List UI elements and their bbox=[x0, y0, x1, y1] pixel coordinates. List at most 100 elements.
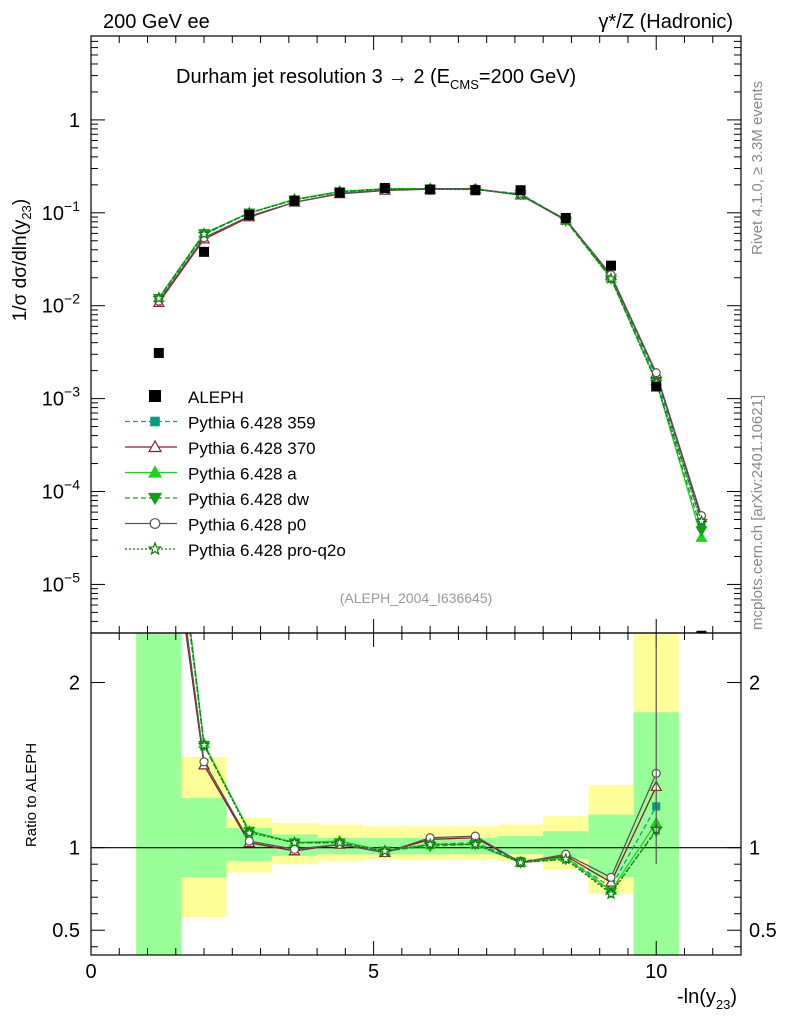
aleph-data-point bbox=[244, 209, 255, 220]
ratio-series-5-point bbox=[154, 364, 164, 373]
ratio-series-line-0 bbox=[189, 633, 657, 889]
ratio-series-5-point bbox=[468, 837, 482, 850]
main-series-group bbox=[152, 182, 708, 633]
main-y-axis-label: 1/σ dσ/dln(y23) bbox=[10, 199, 34, 321]
main-ytick-exponent: −1 bbox=[64, 198, 80, 214]
ratio-series-line-1 bbox=[185, 633, 657, 884]
main-ytick-exponent: −3 bbox=[64, 384, 80, 400]
main-ytick-mantissa: 10 bbox=[42, 203, 64, 225]
aleph-data-point bbox=[470, 185, 481, 196]
ratio-series-5-point bbox=[559, 852, 573, 865]
aleph-data-point bbox=[334, 187, 345, 198]
legend-marker-5 bbox=[147, 541, 163, 556]
main-ytick-mantissa: 10 bbox=[42, 296, 64, 318]
aleph-data-point bbox=[651, 381, 662, 392]
legend-label-3: Pythia 6.428 dw bbox=[188, 490, 310, 509]
ratio-ytick-label-left-1: 1 bbox=[69, 838, 80, 860]
legend-label-1: Pythia 6.428 370 bbox=[188, 439, 316, 458]
ratio-y-axis-label: Ratio to ALEPH bbox=[23, 743, 40, 847]
legend-marker-4 bbox=[149, 518, 161, 529]
main-series-4-point bbox=[651, 368, 661, 378]
ratio-ytick-label-left-2: 2 bbox=[69, 673, 80, 695]
chart-title-tail-b: =200 GeV) bbox=[479, 66, 576, 88]
aleph-data-point bbox=[153, 347, 164, 358]
main-ytick-label-5: 10−5 bbox=[42, 569, 80, 596]
legend-marker-2 bbox=[147, 465, 163, 478]
main-ytick-label-3: 10−3 bbox=[42, 384, 80, 411]
ratio-series-1-point bbox=[154, 430, 164, 439]
main-ytick-mantissa: 10 bbox=[42, 574, 64, 596]
ratio-ytick-label-left-0: 0.5 bbox=[52, 920, 80, 942]
analysis-watermark: (ALEPH_2004_I636645) bbox=[340, 590, 493, 606]
aleph-data-point bbox=[379, 182, 390, 193]
legend-aleph-marker bbox=[149, 390, 161, 402]
aleph-data-point bbox=[515, 185, 526, 196]
x-label-text: -ln(y bbox=[677, 986, 716, 1008]
main-ytick-exponent: −2 bbox=[64, 291, 80, 307]
main-ytick-mantissa: 1 bbox=[69, 110, 80, 132]
ratio-plot-frame bbox=[90, 632, 742, 956]
legend-marker-3 bbox=[147, 492, 163, 506]
ratio-xtick-label-1: 5 bbox=[368, 961, 379, 983]
chart-title-sub: CMS bbox=[450, 77, 479, 92]
aleph-data-point bbox=[425, 184, 436, 195]
main-series-5-point bbox=[152, 291, 166, 304]
aleph-data-point bbox=[289, 195, 300, 206]
aleph-data-point bbox=[199, 246, 210, 257]
header-left-label: 200 GeV ee bbox=[103, 11, 210, 33]
legend-label-4: Pythia 6.428 p0 bbox=[188, 516, 306, 535]
main-series-5-point bbox=[604, 271, 618, 284]
ratio-series-4-point bbox=[244, 836, 254, 846]
ratio-series-5-point bbox=[197, 738, 211, 751]
aleph-data-point bbox=[696, 630, 707, 633]
x-label-close: ) bbox=[730, 986, 737, 1008]
band-green-1 bbox=[181, 798, 227, 878]
ratio-series-0-point bbox=[155, 382, 162, 389]
main-y-label-sub: 23 bbox=[19, 205, 34, 219]
legend: ALEPH Pythia 6.428 359 Pythia 6.428 370 Pyt… bbox=[125, 388, 346, 560]
legend-label-0: Pythia 6.428 359 bbox=[188, 414, 316, 433]
main-ytick-exponent: −5 bbox=[64, 569, 80, 585]
ratio-series-4-point bbox=[199, 757, 209, 767]
x-axis-label: -ln(y23) bbox=[677, 986, 737, 1012]
ratio-uncertainty-bands bbox=[136, 633, 679, 955]
legend-marker-0 bbox=[150, 416, 160, 427]
main-series-3-point bbox=[695, 526, 708, 537]
main-ytick-label-2: 10−2 bbox=[42, 291, 80, 318]
main-ytick-mantissa: 10 bbox=[42, 389, 64, 411]
ratio-ytick-label-right-2: 2 bbox=[749, 673, 760, 695]
main-series-5-point bbox=[695, 514, 708, 527]
legend-aleph-label: ALEPH bbox=[188, 388, 244, 407]
ratio-series-5-point bbox=[288, 835, 301, 849]
ratio-series-line-5 bbox=[189, 633, 657, 895]
main-series-5-point bbox=[197, 227, 211, 240]
band-green-0 bbox=[136, 633, 182, 955]
aleph-data-point bbox=[560, 212, 571, 223]
x-label-sub: 23 bbox=[716, 997, 730, 1012]
ratio-series-group bbox=[154, 364, 663, 900]
ratio-series-line-4 bbox=[186, 633, 657, 879]
main-y-label-close: ) bbox=[10, 199, 31, 205]
ratio-ytick-label-right-0: 0.5 bbox=[749, 920, 777, 942]
ratio-series-5-point bbox=[333, 835, 347, 849]
legend-label-2: Pythia 6.428 a bbox=[188, 465, 297, 484]
band-green-8 bbox=[497, 836, 544, 855]
ratio-series-5-point bbox=[423, 837, 437, 850]
ratio-series-5-point bbox=[604, 887, 618, 900]
ratio-series-5-point bbox=[378, 844, 392, 857]
ratio-series-5-point bbox=[514, 855, 527, 868]
ratio-series-3-point bbox=[154, 365, 164, 374]
main-ytick-exponent: −4 bbox=[64, 477, 80, 493]
ratio-series-4-point bbox=[606, 872, 616, 882]
legend-label-5: Pythia 6.428 pro-q2o bbox=[188, 541, 346, 560]
main-ytick-label-0: 1 bbox=[69, 110, 80, 132]
main-ytick-label-4: 10−4 bbox=[42, 477, 80, 504]
main-ytick-label-1: 10−1 bbox=[42, 198, 80, 225]
main-series-line-2 bbox=[158, 187, 703, 538]
chart-title-arrow: → bbox=[388, 66, 408, 88]
rivet-version-label: Rivet 4.1.0, ≥ 3.3M events bbox=[749, 81, 766, 255]
main-y-label-text: 1/σ dσ/dln(y bbox=[10, 219, 31, 321]
chart-title-tail-a: 2 (E bbox=[408, 66, 450, 88]
main-axis-ticks: 110−110−210−310−410−5 bbox=[42, 35, 742, 634]
